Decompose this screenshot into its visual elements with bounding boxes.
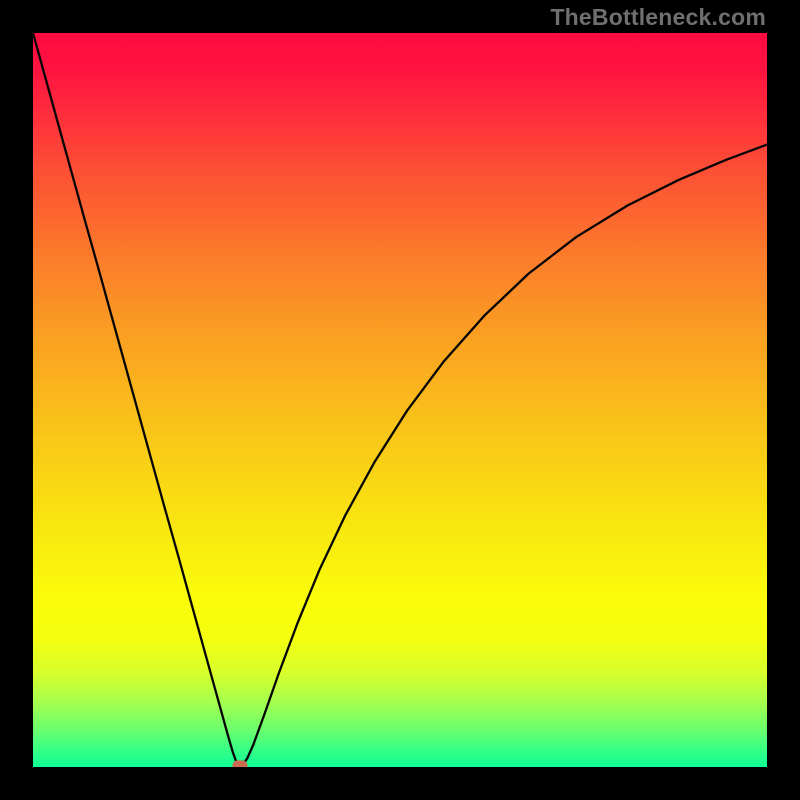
watermark-text: TheBottleneck.com xyxy=(550,4,766,31)
outer-frame: TheBottleneck.com xyxy=(0,0,800,800)
chart-plot xyxy=(33,33,767,767)
gradient-background xyxy=(33,33,767,767)
optimal-point-marker xyxy=(232,760,247,767)
